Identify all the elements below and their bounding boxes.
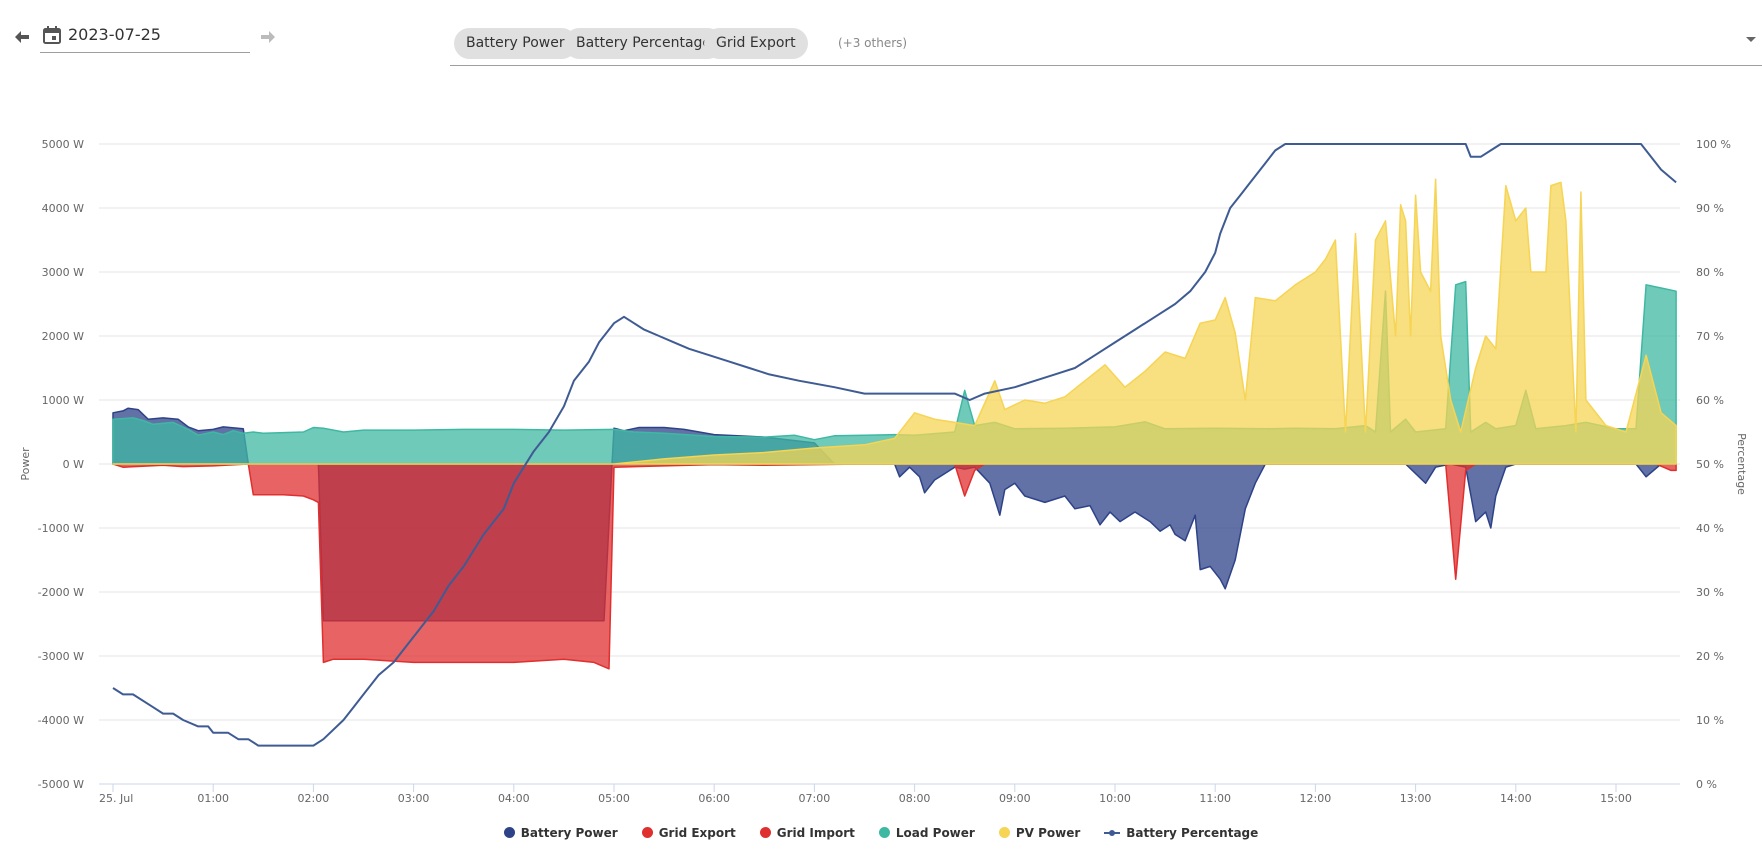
x-tick-label: 14:00 [1500, 792, 1532, 805]
x-tick-label: 15:00 [1600, 792, 1632, 805]
y-left-tick-label: 2000 W [42, 330, 84, 343]
y-right-tick-label: 50 % [1696, 458, 1724, 471]
others-count: (+3 others) [838, 36, 908, 50]
energy-chart: 5000 W 100 % 4000 W 90 % 3000 W 80 % 2000 W 70 … [19, 138, 1748, 805]
legend-item-grid-import[interactable]: Grid Import [759, 826, 855, 840]
legend-item-pv-power[interactable]: PV Power [998, 826, 1081, 840]
legend-marker-load-power [878, 827, 890, 838]
next-day-button[interactable] [258, 28, 278, 46]
y-left-tick-label: -3000 W [38, 650, 84, 663]
y-right-tick-label: 30 % [1696, 586, 1724, 599]
legend-label: Battery Power [520, 826, 618, 840]
y-right-tick-label: 70 % [1696, 330, 1724, 343]
x-tick-label: 11:00 [1199, 792, 1231, 805]
legend-item-battery-power[interactable]: Battery Power [503, 826, 618, 840]
series-areas [112, 178, 1677, 670]
chip-battery-percentage[interactable]: Battery Percentage [564, 28, 724, 59]
x-tick-label: 13:00 [1400, 792, 1432, 805]
y-right-tick-label: 90 % [1696, 202, 1724, 215]
y-left-tick-label: -1000 W [38, 522, 84, 535]
y-right-tick-label: 60 % [1696, 394, 1724, 407]
arrow-left-icon [15, 31, 29, 43]
axes: 5000 W 100 % 4000 W 90 % 3000 W 80 % 2000 W 70 … [19, 138, 1748, 805]
y-left-tick-label: 5000 W [42, 138, 84, 151]
y-left-tick-label: -4000 W [38, 714, 84, 727]
x-tick-label: 02:00 [298, 792, 330, 805]
series-line-battery-percentage [112, 143, 1677, 747]
chart-legend: Battery Power Grid Export Grid Import Load … [0, 826, 1762, 840]
x-tick-label: 04:00 [498, 792, 530, 805]
legend-item-grid-export[interactable]: Grid Export [641, 826, 736, 840]
series-area-grid-export [112, 463, 1677, 670]
arrow-right-icon [261, 31, 275, 43]
x-tick-label: 12:00 [1300, 792, 1332, 805]
x-tick-label: 03:00 [398, 792, 430, 805]
legend-label: Battery Percentage [1126, 826, 1259, 840]
x-tick-label: 06:00 [698, 792, 730, 805]
chip-battery-power[interactable]: Battery Power [454, 28, 577, 59]
x-tick-label: 08:00 [899, 792, 931, 805]
y-right-tick-label: 20 % [1696, 650, 1724, 663]
x-tick-label: 07:00 [799, 792, 831, 805]
previous-day-button[interactable] [12, 28, 32, 46]
y-right-tick-label: 10 % [1696, 714, 1724, 727]
legend-marker-battery-percentage [1104, 830, 1121, 836]
x-tick-label: 05:00 [598, 792, 630, 805]
toolbar: 2023-07-25 Battery Power Battery Percent… [0, 0, 1762, 80]
legend-marker-pv-power [998, 827, 1010, 838]
x-tick-label: 10:00 [1099, 792, 1131, 805]
y-left-tick-label: 4000 W [42, 202, 84, 215]
series-area-pv-power [112, 178, 1677, 465]
legend-label: PV Power [1015, 826, 1081, 840]
chip-grid-export[interactable]: Grid Export [704, 28, 808, 59]
x-tick-label: 01:00 [197, 792, 229, 805]
series-select[interactable]: Battery Power Battery Percentage Grid Ex… [450, 20, 1762, 66]
calendar-icon [43, 26, 61, 44]
legend-marker-battery-power [503, 827, 515, 838]
series-lines [112, 143, 1677, 747]
y-left-tick-label: 3000 W [42, 266, 84, 279]
y-left-tick-label: -5000 W [38, 778, 84, 791]
y-right-tick-label: 40 % [1696, 522, 1724, 535]
dropdown-arrow-icon[interactable] [1746, 37, 1756, 42]
legend-marker-grid-import [759, 827, 771, 838]
y-left-axis-title: Power [19, 447, 32, 481]
y-left-tick-label: -2000 W [38, 586, 84, 599]
legend-label: Grid Export [658, 826, 736, 840]
y-right-tick-label: 80 % [1696, 266, 1724, 279]
legend-item-battery-percentage[interactable]: Battery Percentage [1104, 826, 1258, 840]
legend-marker-grid-export [641, 827, 653, 838]
x-tick-label: 09:00 [999, 792, 1031, 805]
y-left-tick-label: 0 W [63, 458, 84, 471]
legend-label: Grid Import [776, 826, 855, 840]
y-left-tick-label: 1000 W [42, 394, 84, 407]
x-tick-label: 25. Jul [99, 792, 133, 805]
y-right-axis-title: Percentage [1735, 433, 1748, 495]
legend-label: Load Power [895, 826, 975, 840]
legend-item-load-power[interactable]: Load Power [878, 826, 975, 840]
date-value[interactable]: 2023-07-25 [68, 25, 161, 44]
y-right-tick-label: 0 % [1696, 778, 1717, 791]
y-right-tick-label: 100 % [1696, 138, 1731, 151]
date-picker[interactable]: 2023-07-25 [40, 18, 250, 53]
